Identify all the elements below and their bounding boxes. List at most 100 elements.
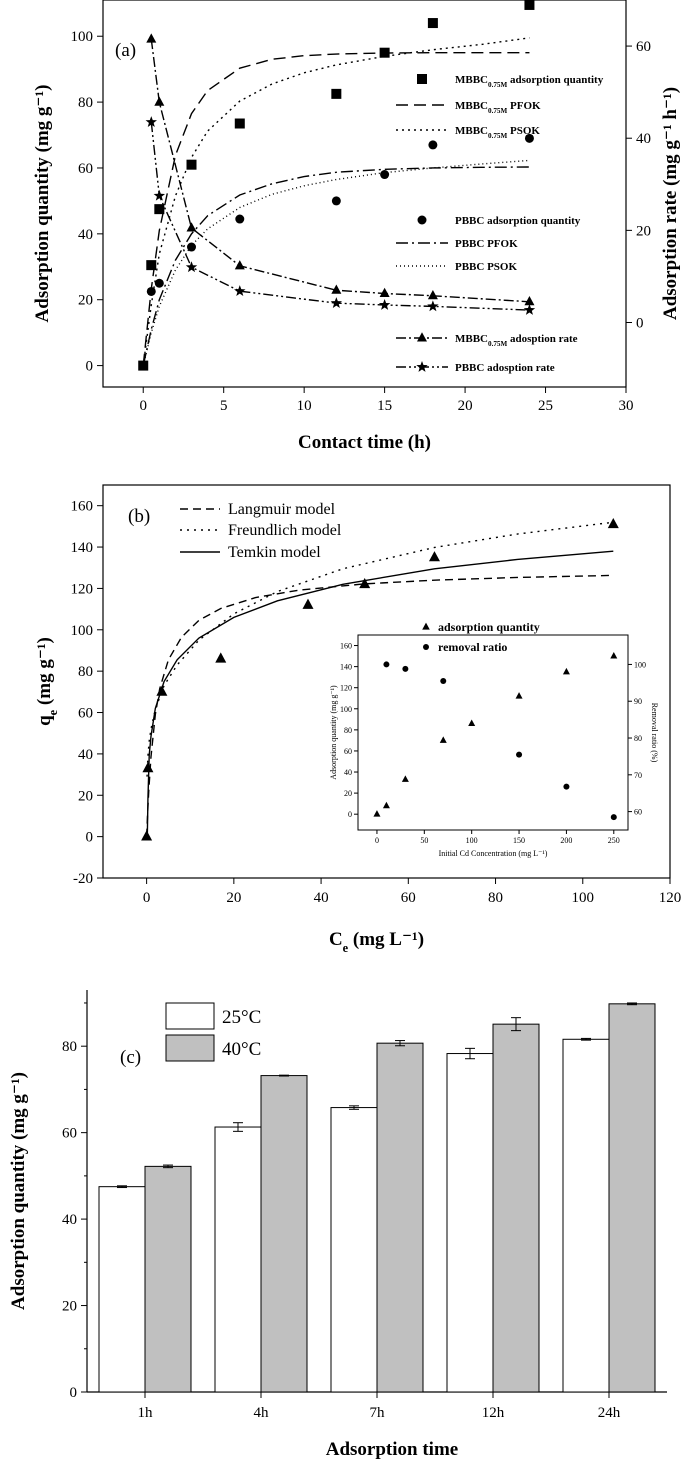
chart-a-series-3-point [380,170,390,180]
chart-a-series-3-point [187,242,197,252]
chart-b-series-3-line [146,550,614,837]
chart-a-series-0-point [427,18,438,29]
chart-b-y-axis-title: qe (mg g⁻¹) [34,637,60,726]
chart-a-series-7-point [185,261,198,273]
chart-a-legend-7-marker [416,361,428,372]
chart-a-series-6-point [234,260,245,270]
inset-x-tick-label: 50 [420,836,428,845]
chart-a-series-7-point [378,298,391,310]
chart-a-series-0-point [146,260,157,271]
chart-a-y2-tick-label: 40 [636,131,651,147]
chart-c-y-tick-label: 60 [62,1126,77,1142]
inset-y-tick-label: 140 [340,663,352,672]
chart-a-y-tick-label: 20 [78,293,93,309]
chart-c-bar-40-c-7h [376,1042,424,1393]
chart-a-series-3-point [146,286,156,296]
chart-a-series-0-point [154,204,165,215]
inset-series-1-point [610,814,617,821]
chart-a-series-6-point [379,287,390,297]
chart-b-y-tick-label: 60 [78,706,93,722]
chart-a-series-3-point [154,278,164,288]
inset-series-1-point [440,677,447,684]
chart-c-x-tick-label: 4h [254,1405,270,1421]
chart-b-y-tick-label: 140 [71,540,94,556]
chart-b-series-0-point [428,551,440,562]
chart-c-bar-25-c-12h [446,1053,494,1393]
chart-a-series-7-point [330,297,343,308]
chart-a-y-tick-label: 80 [78,95,93,111]
chart-b-series-0-point [215,652,227,663]
chart-a-series-7-point [523,304,536,315]
chart-a-legend-6-label: MBBC0.75M adosption rate [455,333,578,348]
chart-a-y2-tick-label: 60 [636,39,651,55]
chart-b-series-0-point [142,762,154,773]
chart-a-y2-tick-label: 20 [636,223,651,239]
inset-y-tick-label: 20 [344,789,352,798]
inset-y2-tick-label: 70 [634,771,642,780]
inset-series-1-point [402,665,409,672]
chart-a-series-7-point [427,300,439,312]
chart-a-series-0-point [186,159,197,170]
chart-a-y-tick-label: 60 [78,161,93,177]
chart-a-legend-6-marker [417,332,427,342]
chart-c: 0 20 40 60 80 1h 4h 7h 12h 24h Adsorption time Adso… [8,990,667,1460]
chart-a-x-tick-label: 5 [220,398,228,414]
inset-series-1-point [563,783,570,790]
chart-b-panel-label: (b) [128,506,150,527]
chart-c-bar-40-c-24h [608,1003,656,1393]
chart-a-x-tick-label: 0 [139,398,147,414]
chart-a-legend-2-label: MBBC0.75M PSOK [455,125,540,140]
chart-b-frame [102,484,671,879]
chart-b-x-tick-label: 40 [314,890,329,906]
chart-a-series-3-point [138,361,148,371]
chart-a-x-tick-label: 25 [538,398,553,414]
chart-c-bar-40-c-12h [492,1023,540,1393]
chart-a-series-7-point [145,116,157,127]
chart-b-legend-1-label: Langmuir model [228,501,336,518]
chart-c-panel-label: (c) [120,1047,141,1068]
chart-a-series-6-line [150,39,530,303]
chart-c-x-tick-label: 1h [138,1405,154,1421]
chart-b-x-axis-title: Ce (mg L⁻¹) [329,929,424,955]
chart-b-series-2-line [146,521,614,777]
chart-c-x-tick-label: 24h [598,1405,621,1421]
chart-b-series-1-line [145,574,614,837]
chart-c-y-tick-label: 40 [62,1212,77,1228]
chart-b-y-tick-label: 80 [78,664,93,680]
chart-b-y-tick-label: -20 [73,871,93,887]
chart-b-legend-3-label: Temkin model [228,544,321,561]
chart-c-legend-0-swatch [165,1002,215,1030]
chart-c-x-axis-title: Adsorption time [326,1439,458,1460]
inset-y-tick-label: 40 [344,768,352,777]
inset-y2-tick-label: 80 [634,734,642,743]
chart-c-y-tick-label: 80 [62,1039,77,1055]
chart-b-y-tick-label: 100 [71,623,94,639]
chart-a-series-6-point [427,290,438,300]
chart-a-x-tick-label: 10 [297,398,312,414]
chart-b-y-tick-label: 120 [71,581,94,597]
chart-c-x-tick-label: 12h [482,1405,505,1421]
chart-a-series-7-point [153,189,166,201]
chart-a-legend-0-label: MBBC0.75M adsorption quantity [455,74,604,89]
chart-a-y2-tick-label: 0 [636,316,644,332]
inset-y2-tick-label: 60 [634,808,642,817]
chart-b-series-0-point [302,598,314,609]
chart-a-legend-4-label: PBBC PFOK [455,238,518,250]
chart-b-y-tick-label: 20 [78,788,93,804]
chart-a-legend-1-label: MBBC0.75M PFOK [455,100,541,115]
chart-a-series-7-line [150,122,530,311]
inset-y2-tick-label: 90 [634,697,642,706]
chart-b-x-tick-label: 60 [401,890,416,906]
chart-a-series-6-point [154,96,165,106]
chart-a-series-4-line [142,166,530,366]
chart-a-legend-3-marker [417,215,427,225]
inset-y2-tick-label: 100 [634,660,646,669]
inset-x-tick-label: 0 [375,836,379,845]
inset-legend-1-label: removal ratio [438,640,507,654]
chart-c-bar-25-c-7h [330,1107,378,1393]
chart-a-series-0-point [331,88,342,99]
inset-x-tick-label: 200 [560,836,572,845]
inset-x-tick-label: 150 [513,836,525,845]
inset-y-tick-label: 80 [344,726,352,735]
